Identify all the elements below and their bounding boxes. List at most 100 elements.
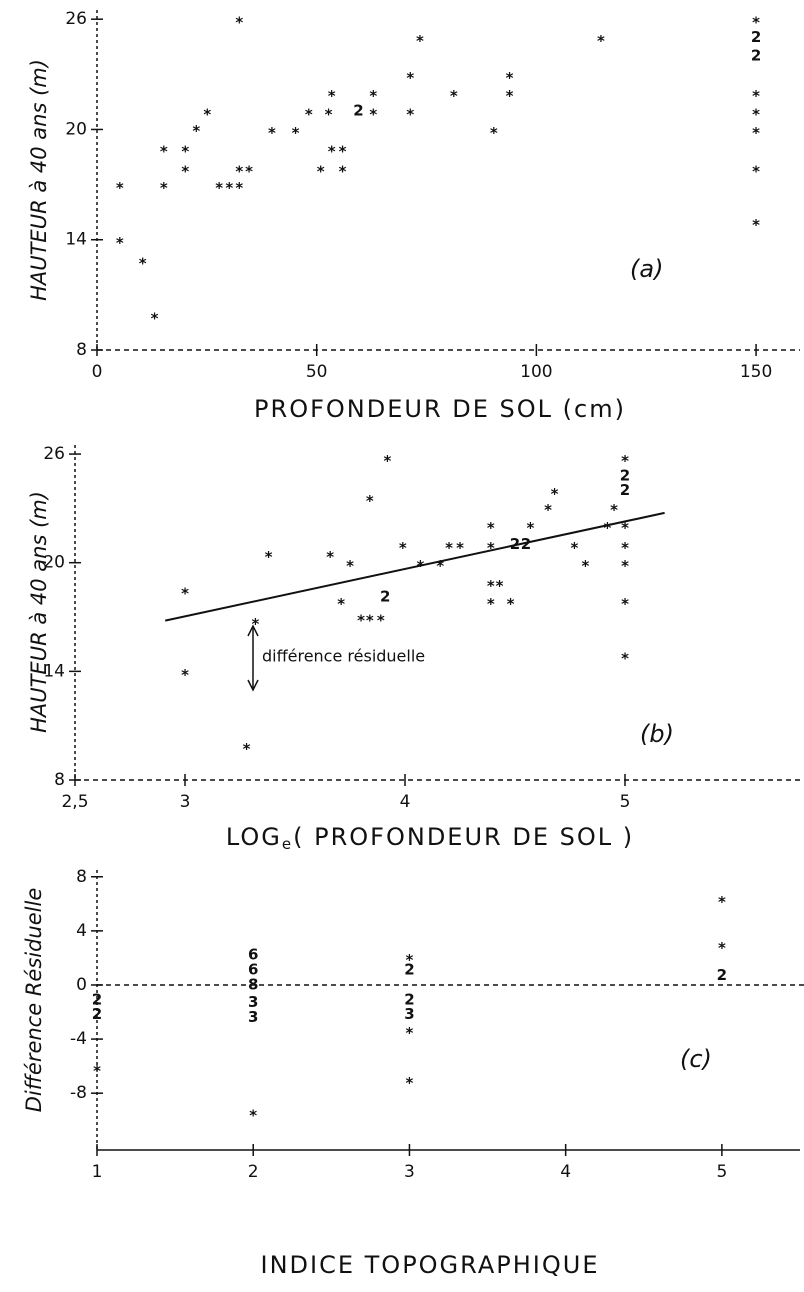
y-tick-label: -8	[70, 1083, 87, 1103]
point: *	[325, 106, 333, 124]
panel-label: (a)	[630, 255, 663, 283]
point: *	[445, 539, 453, 557]
point: *	[317, 163, 325, 181]
y-tick-label: 26	[65, 9, 87, 29]
point: *	[346, 557, 354, 575]
point: *	[551, 485, 559, 503]
point: *	[752, 106, 760, 124]
x-tick-label: 5	[716, 1162, 727, 1182]
point: 2	[92, 1005, 102, 1023]
point: *	[245, 163, 253, 181]
point: *	[506, 87, 514, 105]
x-tick-label: 0	[92, 362, 103, 382]
point: *	[487, 577, 495, 595]
residual-note: différence résiduelle	[262, 647, 425, 666]
point: *	[116, 179, 124, 197]
y-tick-label: 0	[76, 975, 87, 995]
y-tick-label: 14	[43, 661, 65, 681]
x-tick-label: 2,5	[61, 792, 88, 812]
y-tick-label: 8	[76, 340, 87, 360]
point: *	[526, 519, 534, 537]
point: *	[328, 87, 336, 105]
x-tick-label: 150	[740, 362, 772, 382]
x-axis-label-part: LOG	[226, 823, 282, 851]
point: 2	[717, 966, 727, 984]
point: *	[366, 612, 374, 630]
x-axis-label: LOGe( PROFONDEUR DE SOL )	[226, 823, 634, 853]
x-axis-label: INDICE TOPOGRAPHIQUE	[261, 1251, 600, 1279]
point: *	[416, 32, 424, 50]
point: *	[718, 893, 726, 911]
y-axis-label: Différence Résiduelle	[22, 888, 46, 1113]
point: *	[450, 87, 458, 105]
point: *	[406, 1024, 414, 1042]
y-tick-label: 8	[76, 867, 87, 887]
point: *	[181, 666, 189, 684]
point: *	[621, 595, 629, 613]
point: *	[621, 557, 629, 575]
x-tick-label: 3	[180, 792, 191, 812]
point: *	[487, 595, 495, 613]
point: *	[292, 124, 300, 142]
point: *	[490, 124, 498, 142]
point: *	[235, 179, 243, 197]
x-axis-label-part: e	[282, 835, 293, 853]
point: 2	[521, 535, 531, 553]
point: 2	[353, 102, 363, 120]
x-tick-label: 50	[306, 362, 328, 382]
point: *	[406, 69, 414, 87]
point: *	[406, 106, 414, 124]
point: *	[752, 14, 760, 32]
point: *	[215, 179, 223, 197]
y-axis-label: HAUTEUR à 40 ans (m)	[27, 491, 51, 733]
point: *	[203, 106, 211, 124]
point: *	[399, 539, 407, 557]
point: 2	[510, 535, 520, 553]
point: *	[181, 142, 189, 160]
point: *	[265, 548, 273, 566]
fit-line	[164, 511, 665, 622]
point: *	[506, 69, 514, 87]
point: *	[621, 452, 629, 470]
point: *	[383, 452, 391, 470]
point: *	[369, 106, 377, 124]
panel-label: (b)	[640, 720, 674, 748]
arrow-heads	[247, 624, 259, 692]
point: *	[181, 163, 189, 181]
point: *	[621, 519, 629, 537]
point: *	[507, 595, 515, 613]
point: *	[610, 501, 618, 519]
point: *	[752, 163, 760, 181]
point: *	[339, 142, 347, 160]
x-axis-label: PROFONDEUR DE SOL (cm)	[254, 395, 626, 423]
point: *	[752, 87, 760, 105]
point: 6	[248, 961, 258, 979]
point: 3	[248, 1008, 258, 1026]
x-tick-label: 4	[400, 792, 411, 812]
point: *	[406, 1074, 414, 1092]
point: 2	[620, 481, 630, 499]
point: *	[496, 577, 504, 595]
point: *	[357, 612, 365, 630]
point: 3	[404, 1005, 414, 1023]
point: *	[456, 539, 464, 557]
point: *	[436, 557, 444, 575]
point: *	[235, 163, 243, 181]
x-tick-label: 100	[520, 362, 552, 382]
x-tick-label: 4	[560, 1162, 571, 1182]
point: *	[377, 612, 385, 630]
point: *	[621, 650, 629, 668]
point: *	[752, 216, 760, 234]
point: *	[752, 124, 760, 142]
point: *	[93, 1062, 101, 1080]
point: *	[139, 254, 147, 272]
point: 2	[620, 466, 630, 484]
x-tick-label: 2	[248, 1162, 259, 1182]
y-tick-label: 8	[54, 770, 65, 790]
point: *	[243, 740, 251, 758]
point: *	[570, 539, 578, 557]
point: 3	[248, 993, 258, 1011]
point: *	[328, 142, 336, 160]
point: *	[718, 939, 726, 957]
